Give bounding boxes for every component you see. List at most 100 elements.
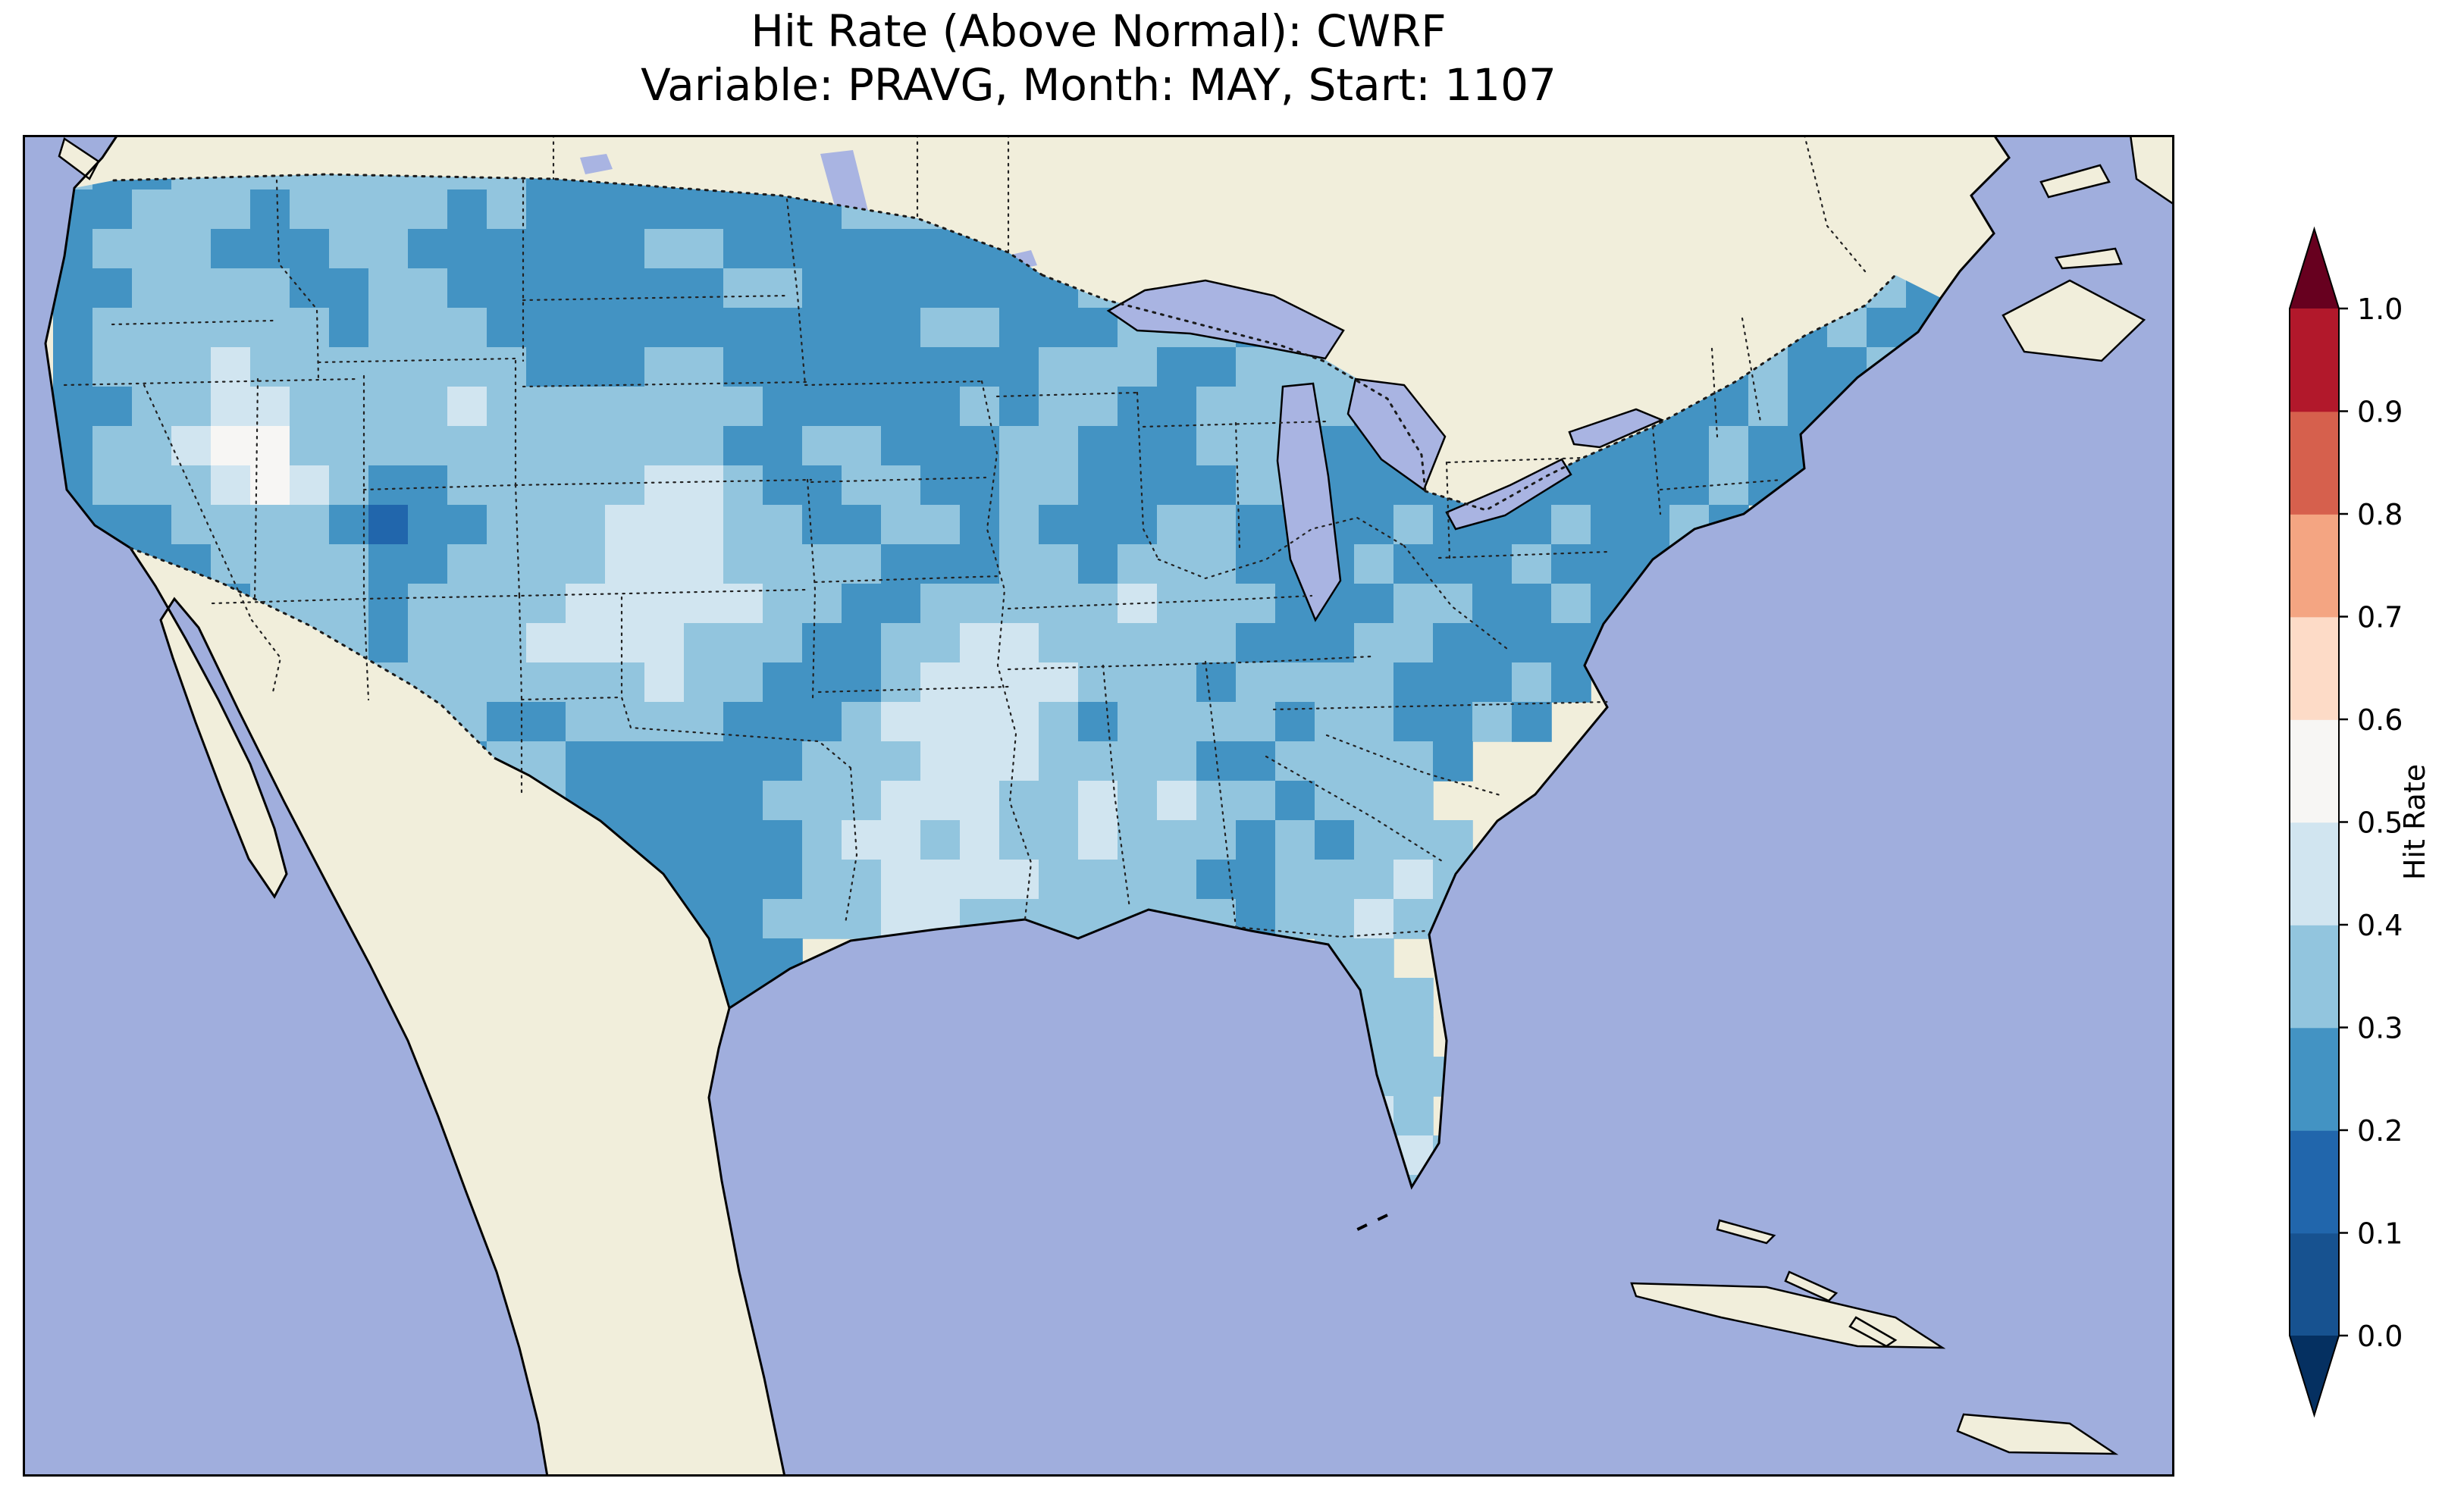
grid-cell [723,741,763,781]
grid-cell [408,229,448,269]
grid-cell [1078,623,1118,663]
us-hit-rate-map [23,135,2174,1477]
grid-cell [1472,662,1513,703]
grid-cell [526,347,566,387]
grid-cell [368,465,409,506]
grid-cell [802,347,842,387]
grid-cell [1472,702,1513,742]
grid-cell [802,584,842,624]
grid-cell [802,820,842,860]
grid-cell [999,741,1039,781]
grid-cell [447,662,487,703]
grid-cell [1315,820,1355,860]
grid-cell [1039,347,1079,387]
island-chain-dashes [1350,1214,1388,1234]
grid-cell [1078,426,1118,466]
grid-cell [447,268,487,309]
grid-cell [487,347,527,387]
grid-cell [842,426,882,466]
lake-ontario [1568,408,1665,449]
grid-cell [526,702,566,742]
grid-cell [763,465,803,506]
grid-cell [92,465,133,506]
grid-cell [1315,741,1355,781]
grid-cell [211,189,251,230]
grid-cell [566,505,606,545]
grid-cell [1157,781,1197,821]
grid-cell [1354,544,1394,584]
grid-cell [802,781,842,821]
grid-cell [1078,820,1118,860]
grid-cell [408,387,448,427]
grid-cell [526,229,566,269]
grid-cell [1512,623,1552,663]
grid-cell [1393,860,1434,900]
grid-cell [290,189,330,230]
grid-cell [250,387,290,427]
grid-cell [1512,544,1552,584]
grid-cell [526,584,566,624]
grid-cell [1039,820,1079,860]
grid-cell [487,426,527,466]
grid-cell [250,268,290,309]
grid-cell [1196,347,1237,387]
grid-cell [1551,662,1591,703]
grid-cell [605,465,645,506]
grid-cell [1315,899,1355,939]
grid-cell [566,662,606,703]
grid-cell [1275,702,1315,742]
grid-cell [684,702,724,742]
grid-cell [290,505,330,545]
grid-cell [1551,623,1591,663]
prince-edward-island [2055,247,2123,270]
grid-cell [1039,387,1079,427]
grid-cell [566,268,606,309]
grid-cell [1669,465,1710,506]
grid-cell [329,387,369,427]
grid-cell [605,623,645,663]
grid-cell [723,544,763,584]
grid-cell [1748,426,1788,466]
grid-cell [881,268,921,309]
grid-cell [960,387,1000,427]
grid-cell [1157,662,1197,703]
grid-cell [250,308,290,348]
grid-cell [368,229,409,269]
grid-cell [408,505,448,545]
grid-cell [644,781,685,821]
grid-cell [368,505,409,545]
grid-cell [1669,426,1710,466]
grid-cell [329,229,369,269]
grid-cell [644,820,685,860]
grid-cell [1236,465,1276,506]
grid-cell [842,860,882,900]
grid-cell [684,584,724,624]
grid-cell [1315,387,1355,427]
colorbar-tick-label: 0.5 [2357,807,2403,840]
grid-cell [171,308,212,348]
grid-cell [368,189,409,230]
great-lakes [1106,279,1665,622]
islands [58,135,2174,1455]
grid-cell [763,308,803,348]
grid-cell [1078,662,1118,703]
grid-cell [132,308,172,348]
grid-cell [1039,426,1079,466]
grid-cell [644,387,685,427]
grid-cell [842,584,882,624]
grid-cell [881,387,921,427]
grid-cell [684,860,724,900]
grid-cell [920,584,961,624]
grid-cell [1196,860,1237,900]
grid-cell [1354,781,1394,821]
grid-cell [368,544,409,584]
grid-cell [1354,505,1394,545]
grid-cell [487,229,527,269]
lake-michigan [1276,382,1342,622]
grid-cell [1118,465,1158,506]
grid-cell [684,426,724,466]
grid-cell [605,387,645,427]
grid-cell [1078,505,1118,545]
colorbar-segment [2290,411,2339,515]
grid-cell [842,268,882,309]
